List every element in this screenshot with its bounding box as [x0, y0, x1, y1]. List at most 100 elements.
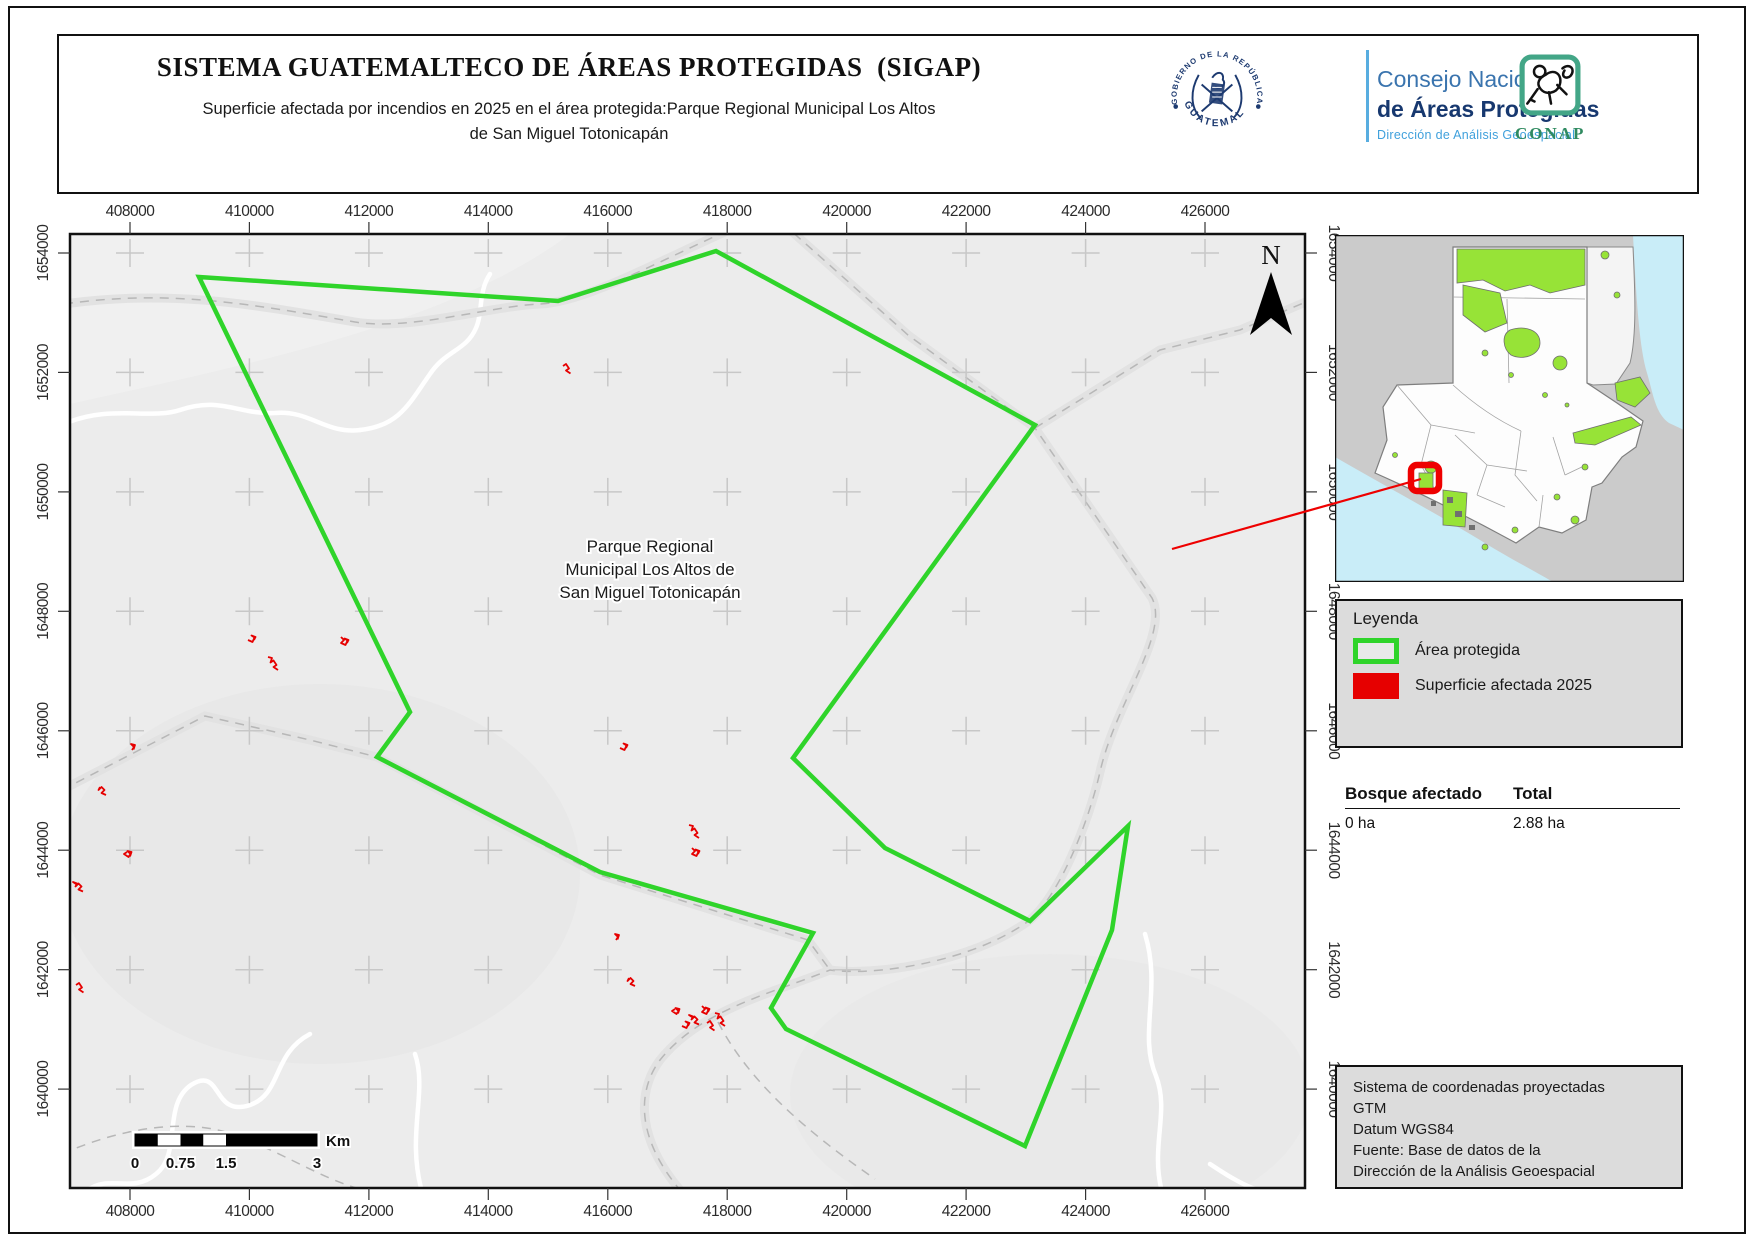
svg-text:San Miguel Totonicapán: San Miguel Totonicapán: [559, 583, 740, 602]
x-axis-label-bottom: 414000: [464, 1203, 514, 1220]
scale-bar-number: 1.5: [216, 1155, 237, 1172]
scale-bar-number: 0: [131, 1155, 139, 1172]
fire-patch: [714, 1012, 726, 1027]
info-line: GTM: [1353, 1100, 1387, 1117]
y-axis-label-left: 1644000: [35, 821, 52, 879]
inset-urban-patches: [1431, 497, 1475, 530]
x-axis-label-top: 416000: [583, 203, 633, 220]
fire-patch: [614, 933, 620, 941]
axis-ticks-and-labels: 408000 408000 410000 410000 412000 412000 4140…: [35, 203, 1342, 1220]
seal-scroll: [1208, 82, 1225, 105]
fire-patch: [626, 977, 636, 987]
svg-text:Municipal Los Altos de: Municipal Los Altos de: [565, 560, 734, 579]
y-axis-label-right: 1644000: [1325, 822, 1342, 880]
inset-protected-areas: [1392, 248, 1651, 551]
x-axis-label-bottom: 410000: [225, 1203, 275, 1220]
table-value-bosque-afectado: 0 ha: [1345, 815, 1376, 832]
fire-patch: [688, 824, 700, 839]
scale-bar-unit: Km: [326, 1133, 350, 1150]
x-axis-label-bottom: 426000: [1181, 1203, 1231, 1220]
scale-bar-number: 0.75: [166, 1155, 195, 1172]
map-frame: [68, 232, 1307, 1190]
guatemala-government-seal-logo: GOBIERNO DE LA REPÚBLICA GUATEMALA: [1169, 48, 1263, 129]
table-header-row: Bosque afectado Total: [1345, 784, 1685, 804]
fire-patch: [247, 634, 257, 643]
fire-patch: [619, 742, 629, 751]
main-map: Parque Regional Municipal Los Altos de S…: [35, 203, 1342, 1220]
conap-logo: CONAP: [1515, 54, 1585, 144]
legend-item-affected-surface: Superficie afectada 2025: [1353, 673, 1681, 699]
x-axis-label-bottom: 408000: [106, 1203, 156, 1220]
svg-text:Parque Regional: Parque Regional: [587, 537, 714, 556]
fire-patch: [123, 850, 133, 858]
north-arrow-icon: [1250, 272, 1292, 335]
fire-patch: [681, 1020, 691, 1029]
fire-patch: [130, 743, 136, 751]
y-axis-label-left: 1654000: [35, 224, 52, 282]
x-axis-label-bottom: 424000: [1061, 1203, 1111, 1220]
grid-cross-path: [116, 239, 1219, 1104]
info-line: Datum WGS84: [1353, 1121, 1454, 1138]
fire-patch: [72, 881, 84, 893]
table-value-row: 0 ha 2.88 ha: [1345, 815, 1685, 833]
protected-area-swatch: [1353, 638, 1399, 664]
coordinate-system-info-box: Sistema de coordenadas proyectadas GTM D…: [1335, 1065, 1683, 1189]
fire-patch: [562, 363, 571, 375]
fire-patch: [691, 847, 701, 857]
legend-item-label: Superficie afectada 2025: [1415, 677, 1593, 694]
legend: Leyenda Área protegida Superficie afecta…: [1335, 599, 1683, 748]
info-line: Dirección de la Análisis Geoespacial: [1353, 1163, 1595, 1180]
y-axis-label-left: 1650000: [35, 463, 52, 521]
page-border: [8, 6, 1746, 1234]
info-line: Fuente: Base de datos de la: [1353, 1142, 1541, 1159]
x-axis-label-bottom: 412000: [345, 1203, 395, 1220]
grid-crosses: [116, 239, 1219, 1104]
legend-item-protected-area: Área protegida: [1353, 638, 1681, 664]
legend-item-label: Área protegida: [1415, 642, 1520, 659]
seal-dot-right: [1255, 104, 1261, 109]
river-lines: [70, 271, 1259, 1188]
x-axis-label-top: 410000: [225, 203, 275, 220]
y-axis-label-left: 1646000: [35, 701, 52, 759]
scale-bar-labels: 0 0.75 1.5 3: [129, 1153, 323, 1174]
scale-bar: 0 0.75 1.5 3 Km: [129, 1131, 352, 1174]
map-canvas: Parque Regional Municipal Los Altos de S…: [70, 234, 1305, 1188]
x-axis-label-bottom: 420000: [822, 1203, 872, 1220]
x-axis-label-top: 414000: [464, 203, 514, 220]
fire-patch: [340, 636, 350, 646]
logo-divider: [1366, 50, 1369, 142]
x-axis-label-top: 408000: [106, 203, 156, 220]
affected-area-patches: [72, 363, 726, 1032]
inset-caribbean-sea: [1633, 235, 1684, 430]
header: SISTEMA GUATEMALTECO DE ÁREAS PROTEGIDAS…: [57, 34, 1699, 194]
fire-patch: [267, 656, 279, 671]
x-axis-label-top: 426000: [1181, 203, 1231, 220]
x-axis-label-top: 420000: [822, 203, 872, 220]
x-axis-label-top: 422000: [942, 203, 992, 220]
x-axis-label-bottom: 418000: [703, 1203, 753, 1220]
fire-patch: [688, 1014, 700, 1026]
north-arrow-label: N: [1261, 240, 1281, 270]
title-block: SISTEMA GUATEMALTECO DE ÁREAS PROTEGIDAS…: [119, 52, 1019, 147]
y-axis-label-left: 1648000: [35, 582, 52, 640]
info-line: Sistema de coordenadas proyectadas: [1353, 1079, 1605, 1096]
table-header-bosque-afectado: Bosque afectado: [1345, 784, 1482, 803]
inset-locator-map: [1333, 233, 1686, 584]
fire-patch: [97, 786, 107, 796]
y-axis-label-left: 1652000: [35, 343, 52, 401]
conap-monkey-icon: [1519, 54, 1581, 116]
inset-belize: [1586, 246, 1636, 386]
page-title: SISTEMA GUATEMALTECO DE ÁREAS PROTEGIDAS…: [156, 52, 982, 82]
subtitle-line1: Superficie afectada por incendios en 202…: [202, 100, 936, 118]
seal-dot-left: [1173, 104, 1179, 109]
fire-patch: [706, 1020, 715, 1032]
affected-forest-table: Bosque afectado Total 0 ha 2.88 ha: [1345, 784, 1685, 833]
subtitle-line2: de San Miguel Totonicapán: [469, 125, 669, 143]
x-axis-label-top: 412000: [345, 203, 395, 220]
protected-area-boundary: [195, 248, 1132, 1150]
scale-bar-number: 3: [313, 1155, 321, 1172]
x-axis-label-bottom: 422000: [942, 1203, 992, 1220]
logo-cluster: GOBIERNO DE LA REPÚBLICA GUATEMALA Conse…: [1159, 36, 1679, 192]
seal-scroll-lines: [1212, 86, 1222, 98]
